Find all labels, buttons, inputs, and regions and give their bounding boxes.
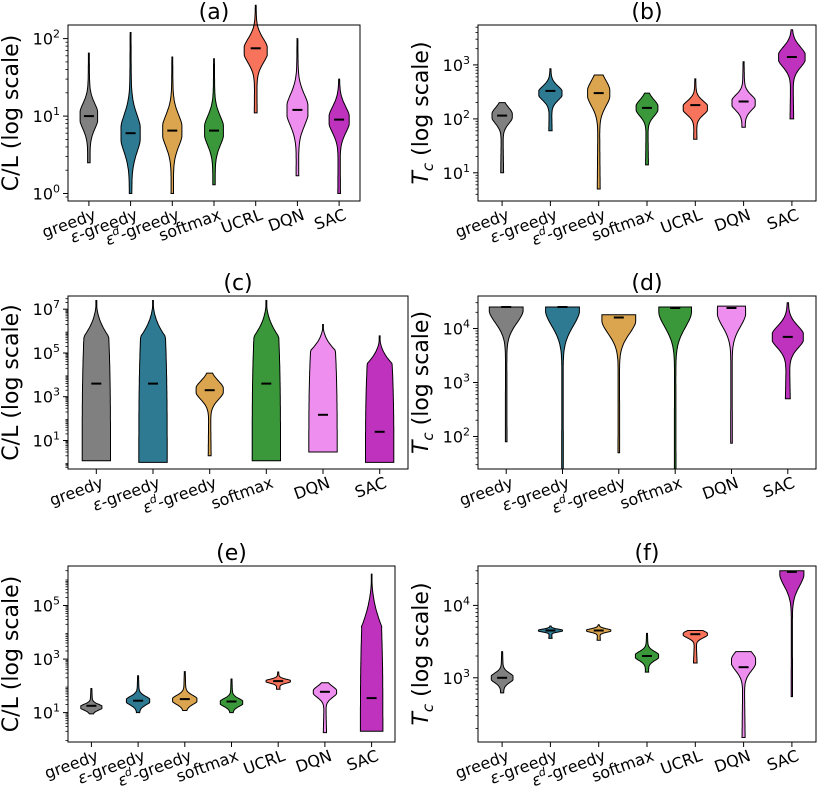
y-axis-label-b: Tc (log scale) — [409, 41, 437, 184]
axes-frame-c — [67, 295, 409, 470]
x-tick-label-c-4: DQN — [291, 473, 332, 503]
violin-d-1 — [545, 306, 580, 470]
violin-b-5 — [731, 61, 756, 128]
x-tick-label-a-6: SAC — [312, 205, 349, 234]
x-tick-label-a-5: DQN — [266, 205, 307, 235]
y-tick-label-b-0: 101 — [443, 162, 470, 183]
violin-a-3 — [204, 58, 224, 186]
violin-d-2 — [601, 314, 637, 454]
panel-title-e: (e) — [216, 541, 247, 566]
y-tick-label-f-1: 104 — [443, 594, 470, 615]
violin-d-3 — [658, 306, 692, 470]
x-tick-label-e-4: UCRL — [241, 746, 288, 779]
y-axis-label-d: Tc (log scale) — [409, 311, 437, 454]
violin-b-1 — [538, 68, 563, 132]
x-tick-label-e-6: SAC — [344, 746, 381, 775]
y-tick-label-c-3: 107 — [33, 298, 60, 319]
violin-b-6 — [778, 29, 806, 120]
violin-e-2 — [172, 671, 198, 711]
y-tick-label-b-1: 102 — [443, 108, 470, 129]
y-tick-label-c-2: 105 — [33, 342, 60, 363]
y-tick-label-d-0: 102 — [443, 426, 470, 447]
violin-c-2 — [195, 372, 224, 457]
violin-d-5 — [771, 302, 804, 400]
violin-f-6 — [779, 570, 805, 698]
violin-e-0 — [80, 688, 103, 715]
violin-b-2 — [587, 74, 611, 190]
y-axis-label-f: Tc (log scale) — [409, 582, 437, 725]
violin-a-5 — [286, 38, 309, 177]
axes-frame-e — [67, 565, 396, 743]
violin-b-4 — [682, 78, 708, 140]
x-tick-label-d-3: softmax — [617, 473, 684, 513]
x-tick-label-a-4: UCRL — [218, 205, 265, 238]
y-tick-label-c-0: 101 — [33, 430, 60, 451]
axes-frame-d — [477, 295, 817, 470]
violin-c-4 — [308, 324, 338, 453]
y-tick-label-e-0: 101 — [33, 702, 60, 723]
y-axis-label-c: C/L (log scale) — [0, 304, 24, 460]
x-tick-label-b-4: UCRL — [658, 205, 705, 238]
y-tick-label-c-1: 103 — [33, 386, 60, 407]
violin-a-4 — [243, 4, 268, 114]
y-axis-label-e: C/L (log scale) — [0, 576, 24, 732]
y-tick-label-d-2: 104 — [443, 318, 470, 339]
y-tick-label-a-0: 100 — [33, 183, 60, 204]
violin-f-4 — [682, 630, 708, 664]
violin-d-4 — [716, 305, 747, 444]
violin-e-6 — [359, 573, 384, 732]
violin-d-0 — [488, 306, 524, 443]
y-tick-label-d-1: 103 — [443, 372, 470, 393]
violin-a-2 — [162, 56, 183, 194]
violin-b-0 — [491, 102, 513, 174]
x-tick-label-f-6: SAC — [764, 746, 801, 775]
violin-a-0 — [79, 52, 99, 164]
violin-c-1 — [138, 300, 168, 463]
x-tick-label-f-5: DQN — [712, 746, 753, 776]
violin-b-3 — [635, 92, 659, 166]
violin-e-5 — [312, 682, 338, 734]
x-tick-label-d-5: SAC — [760, 473, 797, 502]
panel-title-f: (f) — [635, 541, 660, 566]
panel-title-a: (a) — [199, 0, 230, 25]
panel-title-b: (b) — [631, 0, 662, 25]
violin-c-5 — [365, 335, 395, 463]
x-tick-label-f-4: UCRL — [658, 746, 705, 779]
y-tick-label-a-2: 102 — [33, 28, 60, 49]
violin-c-0 — [81, 300, 111, 462]
x-tick-label-e-5: DQN — [293, 746, 334, 776]
y-tick-label-a-1: 101 — [33, 105, 60, 126]
violin-e-1 — [125, 675, 151, 714]
violin-f-1 — [537, 625, 563, 639]
violin-f-3 — [634, 632, 660, 673]
x-tick-label-c-5: SAC — [352, 473, 389, 502]
violin-c-3 — [251, 300, 281, 462]
x-tick-label-d-4: DQN — [700, 473, 741, 503]
panel-title-d: (d) — [631, 271, 662, 296]
violin-a-1 — [120, 32, 141, 194]
violin-f-5 — [731, 651, 757, 738]
violin-f-2 — [586, 624, 612, 641]
x-tick-label-c-3: softmax — [208, 473, 275, 513]
x-tick-label-b-5: DQN — [712, 205, 753, 235]
y-tick-label-f-0: 103 — [443, 667, 470, 688]
x-tick-label-b-6: SAC — [764, 205, 801, 234]
panel-a: 100101102greedyε-greedyεd-greedysoftmaxU… — [0, 0, 361, 249]
violin-e-3 — [219, 678, 244, 714]
y-tick-label-e-2: 105 — [33, 595, 60, 616]
violin-a-6 — [328, 78, 350, 194]
y-axis-label-a: C/L (log scale) — [0, 35, 24, 191]
panel-title-c: (c) — [223, 271, 252, 296]
y-tick-label-e-1: 103 — [33, 648, 60, 669]
y-tick-label-b-2: 103 — [443, 54, 470, 75]
panel-c: 101103105107greedyε-greedyεd-greedysoftm… — [0, 271, 409, 517]
violin-f-0 — [490, 651, 514, 694]
